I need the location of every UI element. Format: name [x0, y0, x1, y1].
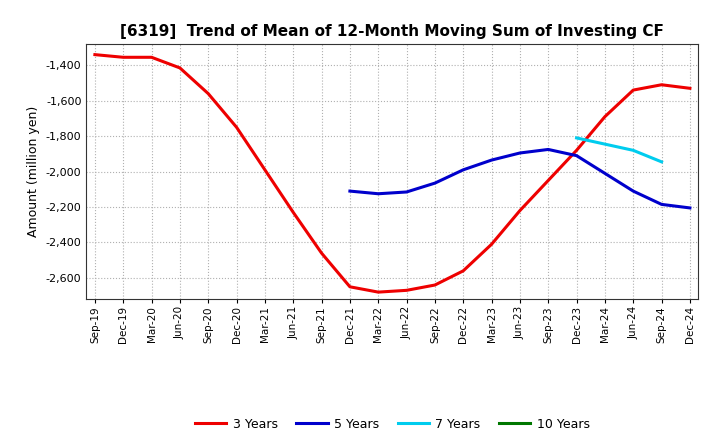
3 Years — [402, 288, 411, 293]
5 Years — [657, 202, 666, 207]
3 Years — [572, 148, 581, 153]
Legend: 3 Years, 5 Years, 7 Years, 10 Years: 3 Years, 5 Years, 7 Years, 10 Years — [190, 413, 595, 436]
Line: 3 Years: 3 Years — [95, 55, 690, 292]
7 Years — [572, 135, 581, 140]
3 Years — [318, 250, 326, 256]
3 Years — [233, 125, 241, 130]
3 Years — [261, 167, 269, 172]
7 Years — [629, 148, 637, 153]
3 Years — [544, 178, 552, 183]
3 Years — [516, 208, 524, 213]
3 Years — [459, 268, 467, 274]
3 Years — [374, 290, 382, 295]
3 Years — [657, 82, 666, 88]
3 Years — [431, 282, 439, 288]
3 Years — [600, 114, 609, 119]
3 Years — [629, 88, 637, 93]
7 Years — [657, 159, 666, 165]
5 Years — [516, 150, 524, 156]
3 Years — [487, 242, 496, 247]
5 Years — [685, 205, 694, 211]
3 Years — [119, 55, 127, 60]
3 Years — [346, 284, 354, 290]
3 Years — [176, 65, 184, 70]
5 Years — [431, 180, 439, 186]
5 Years — [629, 188, 637, 194]
5 Years — [572, 153, 581, 158]
5 Years — [544, 147, 552, 152]
Line: 7 Years: 7 Years — [577, 138, 662, 162]
3 Years — [289, 210, 297, 215]
5 Years — [346, 188, 354, 194]
5 Years — [374, 191, 382, 196]
Title: [6319]  Trend of Mean of 12-Month Moving Sum of Investing CF: [6319] Trend of Mean of 12-Month Moving … — [120, 24, 665, 39]
Line: 5 Years: 5 Years — [350, 150, 690, 208]
Y-axis label: Amount (million yen): Amount (million yen) — [27, 106, 40, 237]
5 Years — [459, 167, 467, 172]
5 Years — [402, 189, 411, 194]
3 Years — [148, 55, 156, 60]
3 Years — [685, 86, 694, 91]
7 Years — [600, 142, 609, 147]
5 Years — [600, 171, 609, 176]
3 Years — [204, 91, 212, 96]
5 Years — [487, 158, 496, 163]
3 Years — [91, 52, 99, 57]
